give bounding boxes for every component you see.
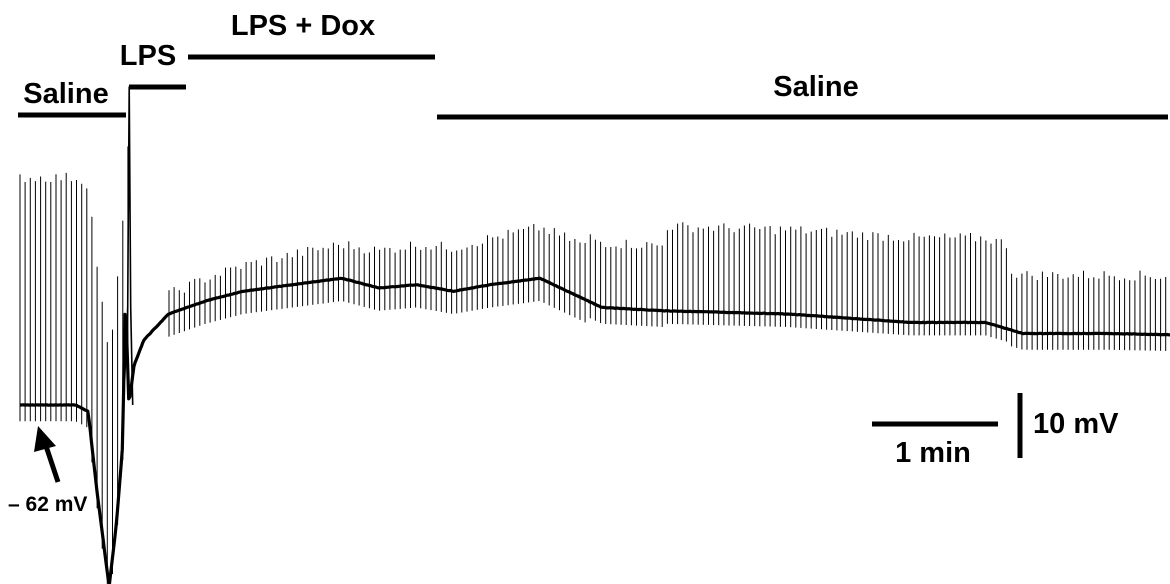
treatment-label-saline-1: Saline [23, 78, 108, 110]
scale-bars [872, 393, 1023, 458]
resting-potential-label: – 62 mV [8, 493, 87, 516]
trace-lps-spike [123, 86, 134, 406]
trace-baseline-line [19, 276, 1170, 584]
treatment-label-lps-dox: LPS + Dox [231, 10, 375, 42]
time-scale-label: 1 min [895, 437, 971, 469]
treatment-bars [18, 54, 1168, 120]
treatment-label-lps: LPS [120, 40, 176, 72]
resting-potential-arrow-icon [34, 426, 61, 483]
voltage-scale-label: 10 mV [1033, 408, 1119, 440]
trace-spikes [19, 146, 1167, 584]
treatment-label-saline-2: Saline [773, 71, 858, 103]
